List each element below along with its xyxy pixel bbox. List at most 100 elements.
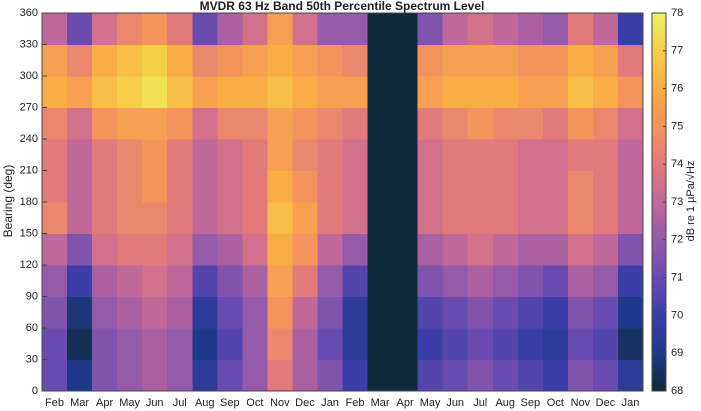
cell <box>417 296 444 329</box>
cell <box>517 139 544 171</box>
cell <box>417 170 444 203</box>
cell <box>367 233 394 266</box>
cell <box>492 44 519 77</box>
cell <box>242 296 268 329</box>
cell <box>142 13 168 45</box>
cell <box>367 328 394 360</box>
cell <box>592 328 619 360</box>
cell <box>142 170 168 203</box>
cell <box>442 296 469 329</box>
cell <box>167 328 193 360</box>
x-tick-label: Jan <box>622 397 640 409</box>
cell <box>167 233 193 266</box>
cell <box>67 202 93 234</box>
x-tick-label: May <box>420 397 441 409</box>
cell <box>192 76 218 108</box>
cell <box>342 202 369 234</box>
x-tick-label: Jul <box>173 397 187 409</box>
x-tick-label: Nov <box>571 397 591 409</box>
cell <box>342 328 369 360</box>
cell <box>67 139 93 171</box>
cell <box>267 359 293 392</box>
colorbar-tick-label: 77 <box>671 45 683 57</box>
y-tick-label: 150 <box>20 227 38 239</box>
cell <box>242 107 268 140</box>
cell <box>217 296 243 329</box>
cell <box>217 328 243 360</box>
cell <box>142 107 168 140</box>
cell <box>117 202 143 234</box>
cell <box>517 44 544 77</box>
cell <box>117 76 143 108</box>
cell <box>317 265 343 297</box>
cell <box>192 359 218 392</box>
cell <box>317 170 343 203</box>
cell <box>192 265 218 297</box>
cell <box>542 170 569 203</box>
cell <box>42 296 68 329</box>
cell <box>192 139 218 171</box>
cell <box>67 296 93 329</box>
x-tick-label: Dec <box>596 397 616 409</box>
cell <box>217 265 243 297</box>
colorbar-tick-label: 73 <box>671 196 683 208</box>
cell <box>542 76 569 108</box>
cell <box>117 296 143 329</box>
cell <box>467 296 494 329</box>
cell <box>117 107 143 140</box>
colorbar-tick-label: 70 <box>671 309 683 321</box>
y-tick-label: 0 <box>32 385 38 397</box>
cell <box>442 170 469 203</box>
x-tick-label: Mar <box>371 397 390 409</box>
cell <box>467 107 494 140</box>
cell <box>542 296 569 329</box>
cell <box>67 107 93 140</box>
cell <box>267 13 293 45</box>
cell <box>517 359 544 392</box>
cell <box>267 296 293 329</box>
cell <box>492 76 519 108</box>
y-tick-label: 360 <box>20 7 38 19</box>
cell <box>567 44 594 77</box>
cell <box>292 359 318 392</box>
cell <box>567 233 594 266</box>
x-tick-label: Sep <box>220 397 240 409</box>
cell <box>442 328 469 360</box>
cell <box>617 107 644 140</box>
cell <box>292 170 318 203</box>
cell <box>117 44 143 77</box>
cell <box>392 76 419 108</box>
x-tick-label: Feb <box>346 397 365 409</box>
cell <box>442 76 469 108</box>
cell <box>592 170 619 203</box>
cell <box>42 233 68 266</box>
cell <box>467 139 494 171</box>
cell <box>517 170 544 203</box>
cell <box>467 265 494 297</box>
cell <box>592 44 619 77</box>
cell <box>267 139 293 171</box>
cell <box>617 139 644 171</box>
y-axis-label: Bearing (deg) <box>1 165 15 238</box>
cell <box>617 233 644 266</box>
cell <box>42 107 68 140</box>
cell <box>542 359 569 392</box>
cell <box>317 233 343 266</box>
cell <box>442 233 469 266</box>
cell <box>117 265 143 297</box>
colorbar-tick-label: 74 <box>671 158 683 170</box>
cell <box>217 233 243 266</box>
cell <box>442 359 469 392</box>
cell <box>592 202 619 234</box>
cell <box>542 202 569 234</box>
cell <box>367 296 394 329</box>
cell <box>42 170 68 203</box>
cell <box>267 44 293 77</box>
cell <box>367 76 394 108</box>
cell <box>167 13 193 45</box>
x-tick-label: Aug <box>195 397 215 409</box>
cell <box>542 328 569 360</box>
cell <box>242 233 268 266</box>
cell <box>467 202 494 234</box>
cell <box>417 13 444 45</box>
